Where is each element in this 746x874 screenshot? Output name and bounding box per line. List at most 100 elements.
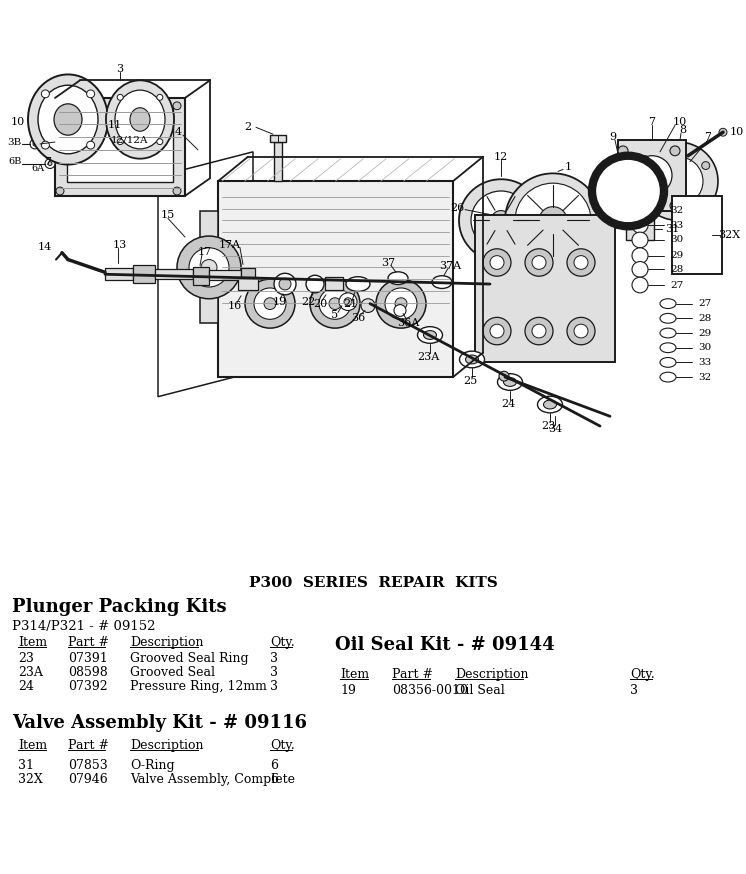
Ellipse shape — [418, 327, 442, 343]
Circle shape — [48, 162, 52, 165]
Text: 3: 3 — [270, 652, 278, 665]
Circle shape — [173, 102, 181, 110]
Text: 07391: 07391 — [68, 652, 107, 665]
Text: 28: 28 — [698, 314, 711, 323]
Ellipse shape — [660, 299, 676, 309]
Ellipse shape — [38, 86, 98, 154]
Text: Item: Item — [18, 739, 47, 752]
Text: 28: 28 — [670, 265, 683, 274]
Ellipse shape — [466, 355, 478, 364]
Text: P300  SERIES  REPAIR  KITS: P300 SERIES REPAIR KITS — [248, 576, 498, 590]
Ellipse shape — [54, 104, 82, 135]
Text: Grooved Seal Ring: Grooved Seal Ring — [130, 652, 248, 665]
Text: 2: 2 — [245, 122, 251, 132]
Text: 19: 19 — [340, 684, 356, 697]
Bar — [193, 267, 209, 285]
Text: 07392: 07392 — [68, 681, 107, 693]
Bar — [475, 216, 615, 363]
Ellipse shape — [660, 343, 676, 352]
Bar — [238, 277, 258, 290]
Circle shape — [632, 232, 648, 248]
Ellipse shape — [660, 372, 676, 382]
Ellipse shape — [660, 328, 676, 338]
Text: 14: 14 — [38, 242, 52, 252]
Circle shape — [670, 146, 680, 156]
Circle shape — [201, 260, 217, 275]
Bar — [626, 218, 654, 240]
Ellipse shape — [504, 378, 516, 386]
Circle shape — [471, 191, 531, 250]
Circle shape — [87, 142, 95, 149]
Text: 23: 23 — [18, 652, 34, 665]
Text: Qty.: Qty. — [630, 669, 655, 682]
Text: Grooved Seal: Grooved Seal — [130, 666, 215, 679]
Circle shape — [177, 236, 241, 299]
Bar — [270, 135, 286, 142]
Text: 37A: 37A — [439, 261, 461, 272]
Text: 3: 3 — [116, 64, 124, 73]
Text: 3B: 3B — [7, 137, 22, 147]
Text: 27: 27 — [670, 281, 683, 289]
Text: 33: 33 — [698, 358, 711, 367]
Text: 08598: 08598 — [68, 666, 107, 679]
Circle shape — [30, 139, 40, 149]
Text: 07946: 07946 — [68, 773, 107, 786]
Text: 7: 7 — [704, 132, 712, 142]
Circle shape — [567, 317, 595, 344]
Text: P314/P321 - # 09152: P314/P321 - # 09152 — [12, 621, 155, 634]
Circle shape — [525, 249, 553, 276]
Ellipse shape — [460, 351, 484, 368]
Text: 12: 12 — [494, 152, 508, 162]
Text: 17: 17 — [198, 246, 212, 257]
Circle shape — [87, 90, 95, 98]
Bar — [155, 269, 193, 279]
Circle shape — [394, 305, 406, 316]
Circle shape — [264, 298, 276, 309]
Circle shape — [306, 275, 324, 293]
Text: 3: 3 — [270, 681, 278, 693]
Text: 11: 11 — [108, 121, 122, 130]
Ellipse shape — [538, 396, 562, 413]
Text: 32: 32 — [670, 206, 683, 215]
Text: 36: 36 — [351, 314, 365, 323]
Text: 6: 6 — [270, 759, 278, 772]
Ellipse shape — [660, 314, 676, 323]
Bar — [274, 142, 282, 181]
Circle shape — [483, 249, 511, 276]
Text: 30: 30 — [670, 235, 683, 245]
Circle shape — [499, 371, 509, 381]
Text: 23: 23 — [541, 421, 555, 431]
Circle shape — [719, 128, 727, 136]
Circle shape — [618, 201, 628, 211]
Circle shape — [33, 142, 37, 146]
Circle shape — [641, 156, 649, 163]
Circle shape — [515, 184, 591, 258]
Bar — [67, 106, 173, 182]
Text: Valve Assembly, Complete: Valve Assembly, Complete — [130, 773, 295, 786]
Circle shape — [319, 288, 351, 319]
Text: 32: 32 — [698, 372, 711, 382]
Bar — [209, 270, 241, 281]
Circle shape — [646, 162, 654, 170]
Text: 27: 27 — [698, 299, 711, 309]
Bar — [133, 266, 155, 283]
Ellipse shape — [346, 277, 370, 291]
Circle shape — [459, 179, 543, 261]
Circle shape — [702, 162, 709, 170]
Bar — [241, 268, 255, 286]
Circle shape — [254, 288, 286, 319]
Circle shape — [632, 156, 672, 195]
Text: 23A: 23A — [18, 666, 43, 679]
Text: Description: Description — [130, 739, 204, 752]
Text: 7: 7 — [45, 156, 51, 167]
Text: 17A: 17A — [219, 239, 241, 250]
Text: 10: 10 — [730, 128, 745, 137]
Ellipse shape — [388, 272, 408, 285]
Ellipse shape — [424, 330, 436, 339]
Circle shape — [618, 146, 628, 156]
Ellipse shape — [115, 90, 165, 149]
Text: Qty.: Qty. — [270, 739, 295, 752]
Circle shape — [525, 317, 553, 344]
Circle shape — [395, 298, 407, 309]
Text: 24: 24 — [501, 399, 515, 408]
